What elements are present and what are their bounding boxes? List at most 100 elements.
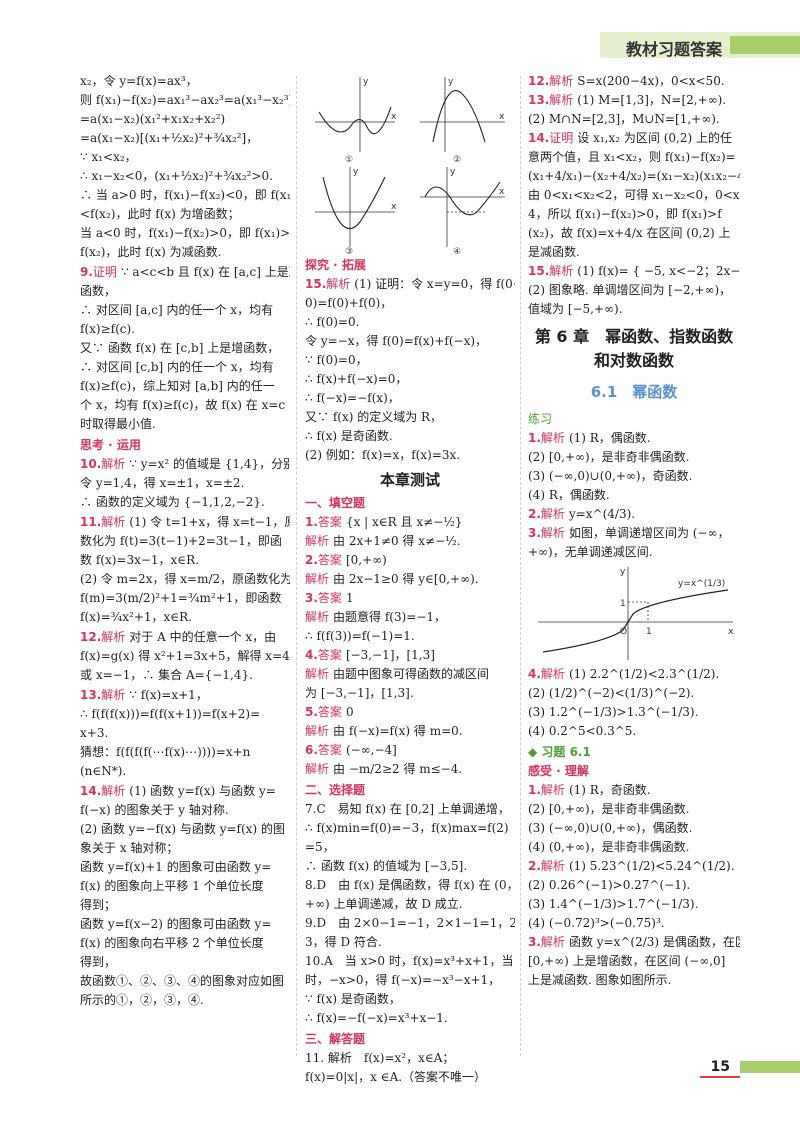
text-line: 个 x，均有 f(x)≥f(c)，故 f(x) 在 x=c xyxy=(80,396,290,415)
text-line: 又∵ 函数 f(x) 在 [c,b] 上是增函数， xyxy=(80,339,290,358)
question-number: 4. xyxy=(528,667,541,681)
answer-tag: 解析 xyxy=(305,667,330,681)
answer-row: 2.解析 y=x^(4/3). xyxy=(528,505,740,524)
row-text: (2) M∩N=[2,3]，M∪N=[1,+∞). xyxy=(528,112,720,126)
curve-label: y=x^(1/3) xyxy=(678,579,725,589)
question-number: 1. xyxy=(528,783,541,797)
text-line: 9.证明 ∵ a<c<b 且 f(x) 在 [a,c] 上是减 xyxy=(80,263,290,282)
line-text: f(x) 的图象向右平移 2 个单位长度 xyxy=(80,936,264,950)
question-number: 11. xyxy=(80,515,102,529)
axis-y-label: y xyxy=(353,167,359,177)
answer-row: 解析由 2x+1≠0 得 x≠−½. xyxy=(305,532,515,551)
row-text: 由题中图象可得函数的减区间 xyxy=(333,667,490,681)
question-number: 6. xyxy=(305,743,318,757)
answer-row: (4) (0,+∞)，是非奇非偶函数. xyxy=(528,838,740,857)
answer-tag: 答案 xyxy=(317,648,342,662)
line-text: (1) 函数 y=f(x) 与函数 y= xyxy=(129,784,276,798)
question-11-answer: 11. 解析 f(x)=x²，x∈A；f(x)=0|x|，x ∈A.（答案不唯一… xyxy=(305,1051,487,1084)
row-text: (2) 图象略. 单调增区间为 [−2,+∞)， xyxy=(528,283,732,297)
section-explore: 探究 · 拓展 xyxy=(305,258,366,272)
answer-tag: 解析 xyxy=(305,610,330,624)
question-number: 10. xyxy=(80,457,102,471)
answer-row: 4，所以 f(x₁)−f(x₂)>0，即 f(x₁)>f xyxy=(528,205,740,224)
text-line: 得到， xyxy=(80,953,290,972)
answer-tag: 证明 xyxy=(549,131,574,145)
row-text: ∴ f(f(3))=f(−1)=1. xyxy=(305,629,415,643)
text-line: 当 a<0 时，f(x₁)−f(x₂)>0，即 f(x₁)> xyxy=(80,226,290,240)
text-line: ∴ x₁−x₂<0，(x₁+½x₂)²+¾x₂²>0. xyxy=(80,169,273,183)
top-answers: 12.解析 S=x(200−4x)，0<x<50. 13.解析 (1) M=[1,3]… xyxy=(528,72,740,319)
row-text: (1) R，偶函数. xyxy=(568,431,651,445)
page-number-bar xyxy=(740,1061,800,1073)
line-text: 得到； xyxy=(80,898,117,912)
answer-row: (3) 1.4^(−1/3)>1.7^(−1/3). xyxy=(528,895,740,914)
line-text: 函数 y=f(x−2) 的图象可由函数 y= xyxy=(80,917,272,931)
intro-lines: x₂，令 y=f(x)=ax³， 则 f(x₁)−f(x₂)=ax₁³−ax₂³=… xyxy=(80,72,290,262)
text-line: 10.A 当 x>0 时，f(x)=x³+x+1，当 x<0 xyxy=(305,954,515,968)
page-number: 15 xyxy=(710,1059,730,1075)
chapter-title-line1: 第 6 章 幂函数、指数函数 xyxy=(534,327,734,346)
line-text: ∴ 对区间 [c,b] 内的任一个 x，均有 xyxy=(80,360,274,374)
question-number: 1. xyxy=(305,515,318,529)
text-line: 令 y=−x，得 f(0)=f(x)+f(−x)， xyxy=(305,332,515,351)
text-line: 象关于 x 轴对称； xyxy=(80,839,290,858)
text-line: f(x)=¾x²+1，x∈R. xyxy=(80,608,290,627)
line-text: 函数， xyxy=(80,284,117,298)
line-text: f(−x) 的图象关于 y 轴对称. xyxy=(80,803,229,817)
line-text: 0)=f(0)+f(0)， xyxy=(305,296,393,310)
section-think-apply: 思考 · 运用 xyxy=(80,438,141,452)
axis-x-label: x xyxy=(728,627,734,637)
answer-row: 解析 由题中图象可得函数的减区间 xyxy=(305,665,515,684)
question-11: 11.解析(1) 令 t=1+x，得 x=t−1，原函数化为 f(t)=3(t−… xyxy=(80,513,290,627)
line-text: ∴ f(f(f(x)))=f(f(x+1))=f(x+2)= xyxy=(80,707,261,721)
line-text: 又∵ f(x) 的定义域为 R， xyxy=(305,410,443,424)
answer-row: (2) 图象略. 单调增区间为 [−2,+∞)， xyxy=(528,281,740,300)
line-text: 或 x=−1，∴ 集合 A={−1,4}. xyxy=(80,668,253,682)
line-text: (1) 令 t=1+x，得 x=t−1，原函 xyxy=(129,515,290,529)
text-line: ∴ f(x)min=f(0)=−3，f(x)max=f(2) xyxy=(305,821,509,835)
text-line: f(x)=g(x) 得 x²+1=3x+5，解得 x=4 xyxy=(80,647,290,666)
question-number: 2. xyxy=(528,859,541,873)
header-accent-bar xyxy=(730,36,800,54)
row-text: (2) [0,+∞)，是非奇非偶函数. xyxy=(528,450,690,464)
answer-row: 6.答案 (−∞,−4] xyxy=(305,741,515,760)
text-line: 得到； xyxy=(80,896,290,915)
line-text: 数化为 f(t)=3(t−1)+2=3t−1，即函 xyxy=(80,534,282,548)
text-line: 函数 y=f(x−2) 的图象可由函数 y= xyxy=(80,915,290,934)
answer-row: (2) M∩N=[2,3]，M∪N=[1,+∞). xyxy=(528,110,740,129)
question-number: 14. xyxy=(80,784,102,798)
chapter-title-line2: 和对数函数 xyxy=(593,351,674,370)
row-text: {x | x∈R 且 x≠−½} xyxy=(345,515,463,529)
row-text: 值域为 [−5,+∞). xyxy=(528,302,623,316)
answer-tag: 答案 xyxy=(317,743,342,757)
answer-row: 1.解析 (1) R，偶函数. xyxy=(528,429,740,448)
text-line: =a(x₁−x₂)(x₁²+x₁x₂+x₂²) xyxy=(80,112,226,126)
text-line: 14.解析 (1) 函数 y=f(x) 与函数 y= xyxy=(80,782,290,801)
answer-row: 1.答案 {x | x∈R 且 x≠−½} xyxy=(305,513,515,532)
answer-row: 解析由 −m/2≥2 得 m≤−4. xyxy=(305,760,515,779)
row-text: [−3,−1]，[1,3] xyxy=(345,648,435,662)
question-13: 13.解析 ∵ f(x)=x+1， ∴ f(f(f(x)))=f(f(x+1))=f… xyxy=(80,686,290,781)
answer-tag: 解析 xyxy=(101,784,126,798)
answer-tag: 解析 xyxy=(549,93,574,107)
line-text: 猜想：f(f(f(f(⋯f(x)⋯))))=x+n xyxy=(80,745,251,759)
line-text: (2) 函数 y=−f(x) 与函数 y=f(x) 的图 xyxy=(80,822,285,836)
answer-tag: 答案 xyxy=(317,705,342,719)
answer-row: 为 [−3,−1]，[1,3]. xyxy=(305,684,515,703)
text-line: (n∈N*). xyxy=(80,762,290,781)
question-12: 12.解析 对于 A 中的任意一个 x，由 f(x)=g(x) 得 x²+1=3x+… xyxy=(80,628,290,685)
answer-tag: 解析 xyxy=(326,277,351,291)
axis-x-label: x xyxy=(391,202,397,212)
row-text: 如图，单调递增区间为 (−∞， xyxy=(568,526,730,540)
answer-row: (2) (1/2)^(−2)<(1/3)^(−2). xyxy=(528,684,740,703)
row-text: 0 xyxy=(345,705,354,719)
section-feel-understand: 感受 · 理解 xyxy=(528,764,589,778)
origin-label: O xyxy=(620,627,627,637)
question-number: 1. xyxy=(528,431,541,445)
line-text: 令 y=−x，得 f(0)=f(x)+f(−x)， xyxy=(305,334,488,348)
text-line: 7.C 易知 f(x) 在 [0,2] 上单调递增， xyxy=(305,802,510,816)
line-text: ∴ f(−x)=−f(x)， xyxy=(305,391,400,405)
answer-row: 12.解析 S=x(200−4x)，0<x<50. xyxy=(528,72,740,91)
text-line: ∴ f(x)+f(−x)=0， xyxy=(305,370,515,389)
line-text: (n∈N*). xyxy=(80,764,127,778)
